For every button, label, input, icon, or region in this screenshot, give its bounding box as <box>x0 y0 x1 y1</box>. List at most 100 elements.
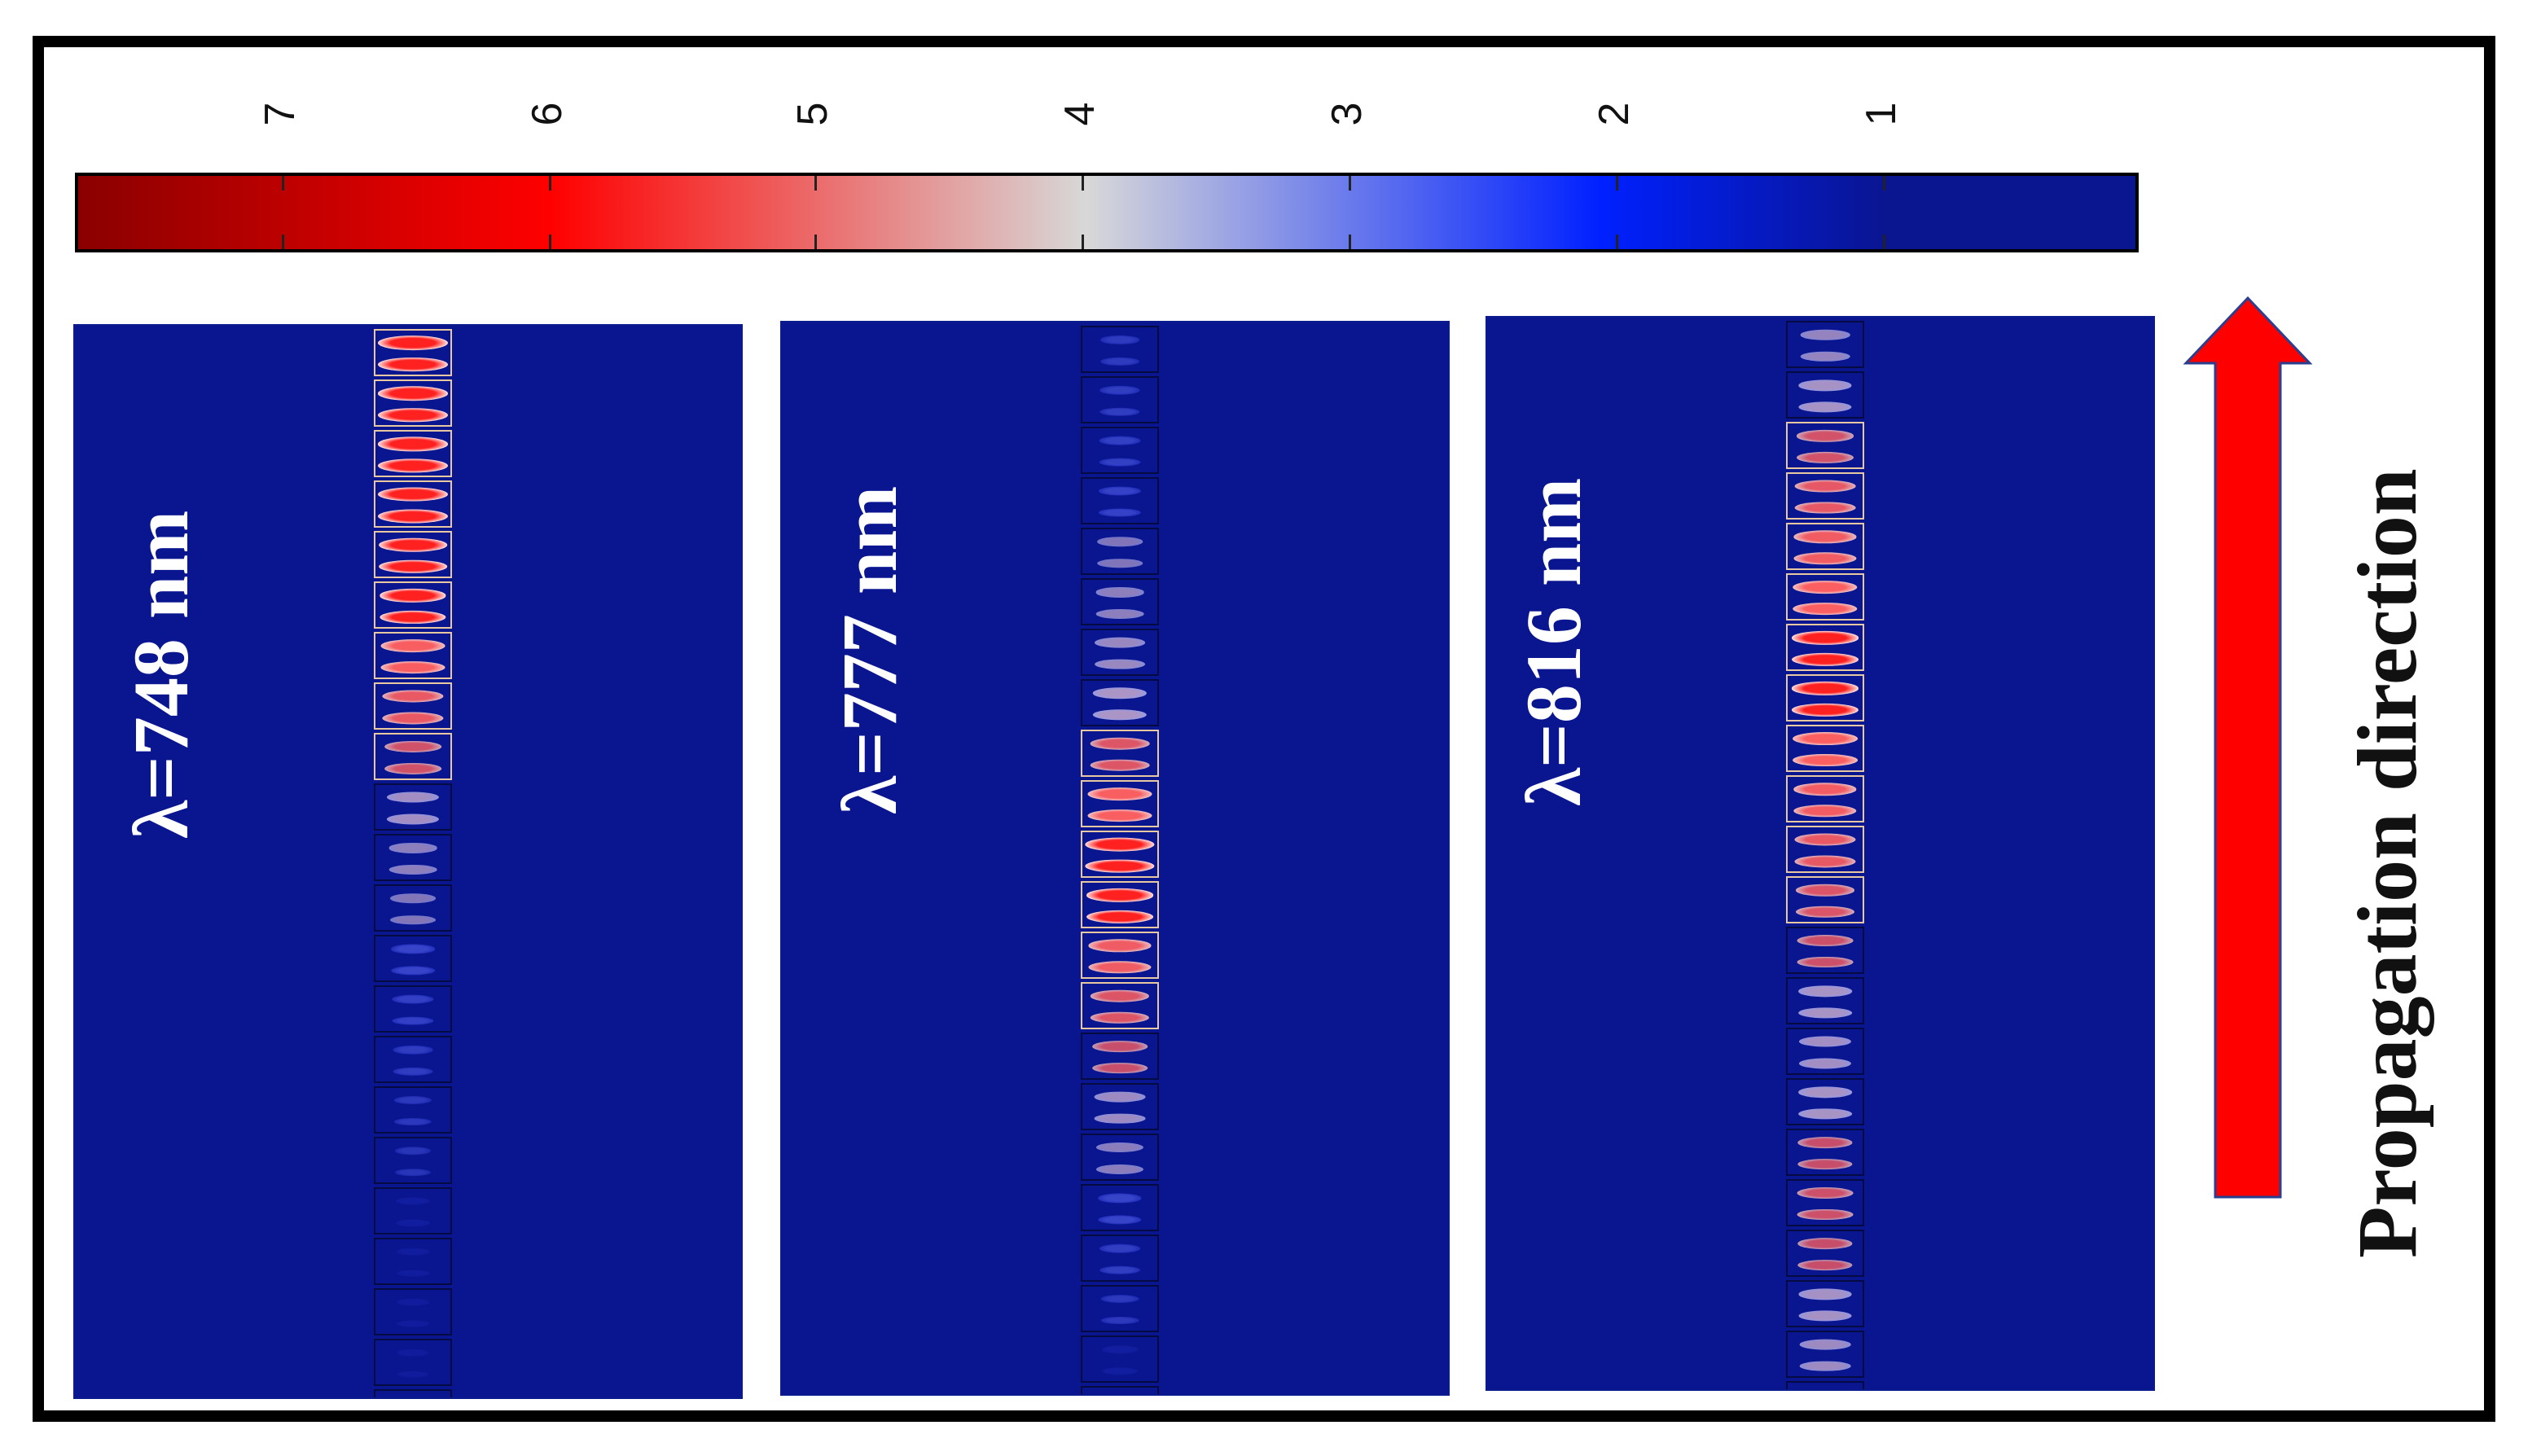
waveguide-cell <box>1081 376 1159 423</box>
field-fringe <box>1092 708 1148 721</box>
waveguide-cell <box>1786 573 1864 621</box>
field-fringe <box>1798 1036 1852 1047</box>
field-fringe <box>1100 1316 1139 1325</box>
field-fringe <box>1796 884 1854 897</box>
waveguide-cell <box>1081 326 1159 373</box>
waveguide-cell <box>374 480 452 528</box>
field-fringe <box>1797 935 1854 947</box>
colorbar-tick-mark <box>1616 176 1618 191</box>
field-fringe <box>390 893 436 904</box>
waveguide-cell <box>1786 472 1864 520</box>
propagation-direction-label: Propagation direction <box>2341 468 2434 1258</box>
waveguide-cell <box>1786 977 1864 1024</box>
field-panel <box>73 324 743 1399</box>
field-fringe <box>388 843 437 853</box>
field-fringe <box>1798 1107 1852 1120</box>
field-fringe <box>1797 1238 1853 1250</box>
field-fringe <box>1097 558 1143 568</box>
field-fringe <box>1797 1187 1854 1199</box>
waveguide-cell <box>374 430 452 477</box>
waveguide-cell <box>374 329 452 376</box>
waveguide-cell <box>1786 1078 1864 1125</box>
field-fringe <box>1099 1244 1140 1253</box>
wavelength-label: λ=777 nm <box>826 485 913 814</box>
field-fringe <box>1090 738 1150 750</box>
field-fringe <box>1095 608 1144 619</box>
waveguide-cell <box>1081 881 1159 928</box>
field-fringe <box>1794 480 1856 493</box>
field-fringe <box>392 995 434 1004</box>
field-fringe <box>394 1168 432 1177</box>
waveguide-cell <box>1786 321 1864 368</box>
waveguide-cell <box>374 632 452 679</box>
field-fringe <box>1094 1113 1146 1124</box>
colorbar-tick-mark <box>1883 176 1885 191</box>
colorbar <box>75 173 2139 252</box>
field-fringe <box>1095 1142 1144 1153</box>
field-fringe <box>1099 407 1140 416</box>
field-fringe <box>1798 985 1852 998</box>
waveguide-cell <box>1786 1129 1864 1176</box>
field-fringe <box>1797 1137 1853 1149</box>
field-fringe <box>1799 1339 1851 1350</box>
waveguide-cell <box>1786 725 1864 772</box>
field-fringe <box>1796 906 1854 918</box>
waveguide-cell <box>1786 1028 1864 1075</box>
waveguide-cell <box>374 935 452 982</box>
field-fringe <box>1092 1062 1148 1074</box>
field-fringe <box>388 864 437 875</box>
waveguide-cell <box>1081 1134 1159 1181</box>
field-fringe <box>1090 759 1150 771</box>
field-fringe <box>386 813 440 825</box>
field-fringe <box>1793 753 1858 767</box>
field-fringe <box>1798 1086 1852 1099</box>
field-fringe <box>1801 1390 1850 1391</box>
field-fringe <box>1798 1309 1852 1322</box>
colorbar-tick-mark <box>282 176 284 191</box>
field-fringe <box>1087 809 1152 822</box>
field-fringe <box>1793 732 1858 746</box>
colorbar-tick-mark <box>1082 235 1084 249</box>
colorbar-tick-mark <box>282 235 284 249</box>
colorbar-tick-mark <box>1616 235 1618 249</box>
field-fringe <box>378 436 448 452</box>
field-fringe <box>380 589 446 603</box>
field-fringe <box>391 944 435 954</box>
field-fringe <box>386 792 440 803</box>
colorbar-tick-mark <box>549 235 551 249</box>
colorbar-tick-label: 3 <box>1323 102 1371 126</box>
colorbar-tick-mark <box>814 235 817 249</box>
field-fringe <box>1797 1158 1853 1170</box>
colorbar-tick-mark <box>549 176 551 191</box>
field-fringe <box>378 386 448 401</box>
field-fringe <box>1100 335 1139 344</box>
field-fringe <box>1102 1366 1138 1375</box>
colorbar-tick-mark <box>1349 235 1351 249</box>
field-fringe <box>1099 436 1141 445</box>
field-fringe <box>1085 859 1155 873</box>
wavelength-label: λ=816 nm <box>1510 477 1597 806</box>
field-fringe <box>1798 1006 1852 1019</box>
field-fringe <box>1798 379 1852 392</box>
field-fringe <box>1794 502 1856 514</box>
field-panel <box>1486 316 2155 1391</box>
field-fringe <box>1793 530 1857 544</box>
waveguide-cell <box>1081 477 1159 524</box>
field-fringe <box>1800 330 1850 340</box>
waveguide-cell <box>374 1187 452 1235</box>
field-fringe <box>378 458 448 473</box>
field-fringe <box>1791 682 1859 695</box>
waveguide-cell <box>374 783 452 831</box>
field-fringe <box>1793 804 1857 818</box>
waveguide-cell <box>1786 826 1864 873</box>
field-fringe <box>1800 351 1850 362</box>
field-fringe <box>380 639 445 653</box>
field-fringe <box>396 1197 430 1205</box>
waveguide-cell <box>1081 679 1159 726</box>
waveguide-cell <box>374 834 452 881</box>
field-fringe <box>1085 837 1155 852</box>
colorbar-tick-mark <box>1349 176 1351 191</box>
field-fringe <box>1797 1208 1854 1221</box>
colorbar-tick-mark <box>1883 235 1885 249</box>
field-fringe <box>1092 687 1148 699</box>
